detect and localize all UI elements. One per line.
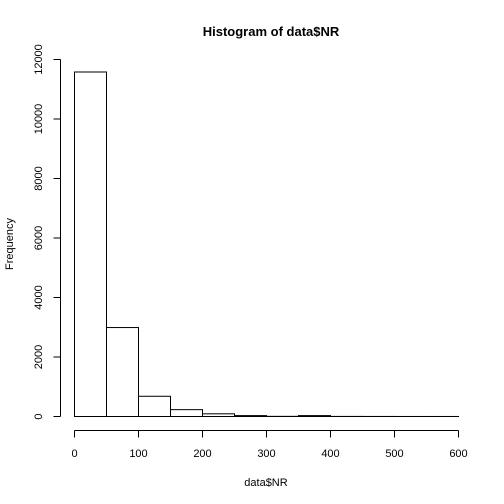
x-tick-label: 100 xyxy=(129,448,147,460)
y-tick-label: 4000 xyxy=(33,285,45,309)
histogram-bar-0 xyxy=(74,71,107,418)
x-tick-label: 0 xyxy=(71,448,77,460)
histogram-bar-1 xyxy=(106,327,139,417)
y-tick-label: 0 xyxy=(33,413,45,419)
histogram-bar-4 xyxy=(202,413,235,418)
y-tick-label: 2000 xyxy=(33,345,45,369)
chart-title: Histogram of data$NR xyxy=(203,24,340,39)
x-axis-label: data$NR xyxy=(244,477,287,489)
y-tick-label: 10000 xyxy=(33,104,45,135)
x-tick-label: 300 xyxy=(257,448,275,460)
y-axis-label: Frequency xyxy=(4,218,16,270)
histogram-bar-2 xyxy=(138,395,171,417)
bars-group xyxy=(74,71,459,418)
y-axis: 0 2000 4000 6000 8000 10000 12000 xyxy=(33,44,61,420)
histogram-bar-3 xyxy=(170,409,203,418)
x-tick-label: 400 xyxy=(321,448,339,460)
x-tick-label: 600 xyxy=(449,448,467,460)
y-tick-label: 6000 xyxy=(33,226,45,250)
histogram-bar-7 xyxy=(298,415,331,418)
y-tick-label: 12000 xyxy=(33,44,45,75)
y-tick-label: 8000 xyxy=(33,166,45,190)
histogram-bar-5 xyxy=(234,415,267,418)
x-axis: 0 100 200 300 400 500 600 xyxy=(71,430,468,460)
x-tick-label: 200 xyxy=(193,448,211,460)
x-tick-label: 500 xyxy=(385,448,403,460)
